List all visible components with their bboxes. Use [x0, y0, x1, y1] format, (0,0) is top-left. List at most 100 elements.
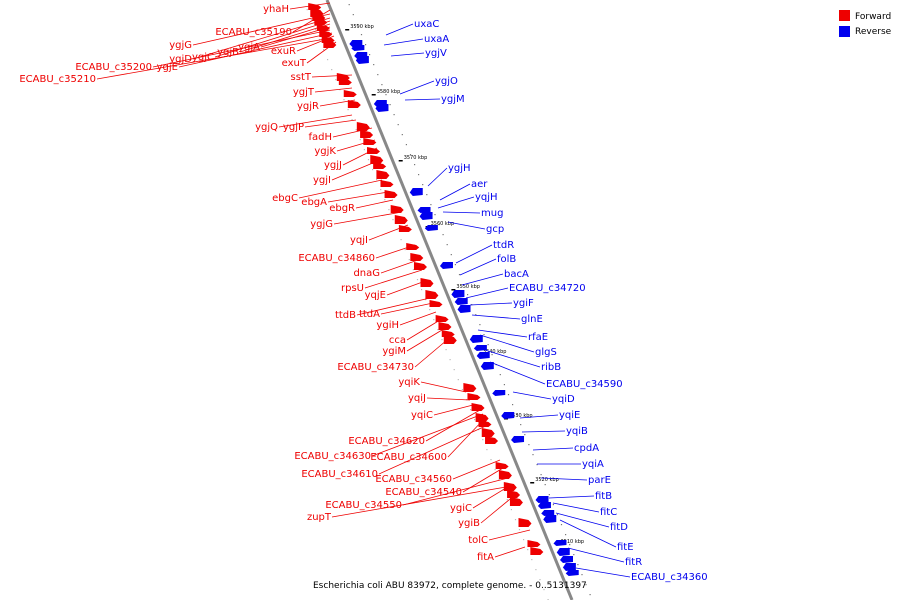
- track-guide-dot: [421, 289, 423, 291]
- reverse-gene-glyph: [457, 305, 471, 313]
- forward-gene-glyph: [467, 393, 481, 400]
- forward-gene-label: ygjG: [310, 219, 333, 230]
- reverse-label-leader: [555, 512, 610, 528]
- reverse-label-leader: [484, 349, 541, 368]
- reverse-gene-label: yqiB: [566, 426, 588, 437]
- track-guide-dot: [486, 449, 488, 451]
- legend-swatch-forward: [839, 10, 850, 21]
- track-guide-dot: [380, 189, 382, 191]
- forward-label-leader: [278, 114, 353, 128]
- track-guide-dot: [535, 569, 537, 571]
- reverse-label-leader: [567, 547, 625, 563]
- reverse-gene-glyph: [451, 290, 465, 298]
- forward-gene-glyph: [367, 147, 381, 154]
- track-guide-dot: [487, 344, 489, 346]
- scale-tick-label: 3510 kbp: [561, 539, 585, 545]
- track-guide-dot: [483, 334, 485, 336]
- forward-gene-glyph: [338, 78, 352, 85]
- reverse-gene-label: uxaA: [424, 34, 449, 45]
- track-guide-dot: [355, 129, 357, 131]
- forward-label-leader: [332, 127, 373, 138]
- track-guide-dot: [323, 49, 325, 51]
- forward-gene-label: ygjI: [313, 175, 331, 186]
- track-guide-dot: [331, 69, 333, 71]
- forward-label-leader: [368, 224, 409, 241]
- track-guide-dot: [445, 349, 447, 351]
- reverse-gene-label: fitE: [617, 542, 634, 553]
- track-guide-dot: [560, 524, 563, 526]
- track-guide-dot: [416, 279, 419, 281]
- track-guide-dot: [474, 419, 476, 421]
- forward-label-leader: [406, 319, 441, 341]
- scale-tick-label: 3540 kbp: [483, 349, 507, 355]
- track-guide-dot: [384, 199, 386, 201]
- forward-label-leader: [289, 2, 331, 10]
- forward-label-leader: [214, 20, 331, 58]
- forward-label-leader: [406, 329, 443, 352]
- forward-gene-glyph: [429, 300, 443, 307]
- track-guide-dot: [367, 159, 370, 161]
- forward-gene-glyph: [471, 403, 485, 411]
- forward-gene-label: ygiB: [458, 518, 480, 529]
- track-guide-dot: [531, 559, 533, 561]
- track-guide-dot: [426, 194, 428, 196]
- forward-label-leader: [386, 279, 429, 296]
- forward-gene-glyph: [495, 462, 509, 469]
- forward-gene-glyph: [443, 335, 457, 344]
- forward-gene-track: [308, 3, 544, 555]
- forward-gene-label: ECABU_c34860: [298, 253, 375, 264]
- reverse-gene-label: cpdA: [574, 443, 599, 454]
- forward-gene-label: yqjI: [350, 235, 368, 246]
- scale-tick-label: 3520 kbp: [535, 477, 559, 483]
- track-guide-dot: [475, 314, 477, 316]
- forward-gene-label: dnaG: [353, 268, 380, 279]
- track-guide-dot: [527, 549, 529, 551]
- forward-label-leader: [494, 546, 526, 558]
- track-guide-dot: [479, 324, 481, 326]
- track-guide-dot: [409, 154, 412, 156]
- reverse-gene-glyph: [424, 225, 438, 231]
- track-guide-dot: [510, 509, 512, 511]
- forward-gene-label: ygiH: [376, 320, 399, 331]
- reverse-gene-track: [349, 40, 579, 576]
- forward-gene-glyph: [343, 90, 357, 97]
- track-guide-dot: [507, 394, 510, 396]
- forward-gene-glyph: [394, 215, 408, 224]
- scale-tick-mark: [530, 482, 535, 484]
- track-guide-dot: [347, 109, 349, 111]
- forward-gene-label: cca: [389, 335, 406, 346]
- reverse-label-leader: [559, 519, 617, 548]
- track-guide-dot: [441, 339, 443, 341]
- forward-gene-label: fitA: [477, 552, 494, 563]
- reverse-label-leader: [532, 447, 574, 451]
- track-guide-dot: [454, 264, 456, 266]
- legend-label-forward: Forward: [855, 12, 891, 22]
- forward-label-leader: [380, 259, 419, 274]
- reverse-gene-glyph: [476, 352, 490, 359]
- track-guide-dot: [446, 244, 448, 246]
- forward-gene-label: ECABU_c34550: [325, 500, 402, 511]
- forward-gene-glyph: [370, 155, 384, 164]
- track-guide-dot: [356, 24, 358, 26]
- forward-gene-glyph: [509, 497, 523, 506]
- reverse-gene-glyph: [501, 412, 515, 419]
- reverse-gene-glyph: [473, 345, 487, 351]
- forward-gene-glyph: [373, 162, 387, 169]
- forward-gene-label: fadH: [308, 132, 332, 143]
- track-guide-dot: [506, 499, 508, 501]
- reverse-gene-glyph: [560, 556, 574, 563]
- reverse-gene-label: glnE: [521, 314, 543, 325]
- reverse-gene-label: ECABU_c34360: [631, 572, 708, 583]
- forward-gene-label: ECABU_c34600: [370, 452, 447, 463]
- forward-label-leader: [314, 87, 353, 93]
- track-guide-dot: [516, 414, 518, 416]
- forward-label-leader: [327, 191, 389, 203]
- forward-label-leader: [192, 17, 331, 60]
- legend-swatch-reverse: [839, 26, 850, 37]
- reverse-gene-glyph: [375, 104, 389, 112]
- forward-gene-labels: yhaH ECABU_c35190 ygjG ygjD ygjC ygjB ygjA exuR…: [19, 2, 531, 563]
- track-guide-dot: [457, 379, 459, 381]
- track-guide-dot: [397, 124, 399, 126]
- reverse-gene-glyph: [565, 570, 579, 576]
